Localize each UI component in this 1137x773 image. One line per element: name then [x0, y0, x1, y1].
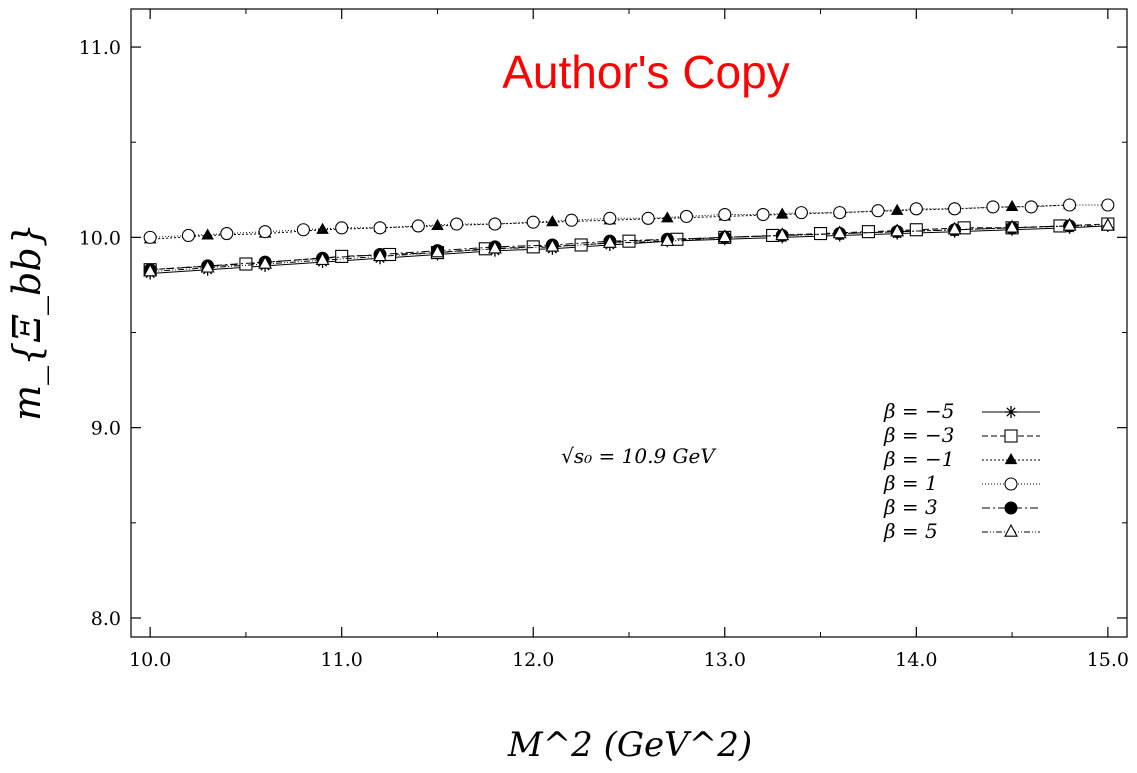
data-point-triangle	[1100, 217, 1115, 231]
data-point-square	[526, 240, 540, 254]
data-point-filled-triangle	[661, 211, 674, 223]
legend-entry-label: β = −1	[883, 447, 955, 471]
x-tick-label: 13.0	[704, 649, 746, 671]
data-point-circle	[833, 206, 847, 220]
data-point-filled-triangle	[1005, 199, 1019, 212]
y-tick-label: 8.0	[91, 608, 121, 630]
plot-area-frame	[130, 8, 1128, 638]
data-point-circle	[220, 227, 234, 241]
series-group-3	[143, 198, 1115, 244]
data-point-triangle	[717, 229, 732, 243]
data-point-square	[861, 225, 875, 239]
data-point-circle	[335, 221, 349, 235]
series-group-5	[143, 217, 1115, 277]
x-tick-label: 10.0	[129, 649, 171, 671]
data-point-circle	[450, 217, 464, 231]
y-tick-label: 11.0	[79, 37, 121, 59]
data-point-circle	[1101, 198, 1115, 212]
data-point-triangle	[890, 223, 905, 237]
data-point-circle	[909, 202, 923, 216]
data-point-circle	[143, 230, 157, 244]
data-point-star	[1005, 406, 1017, 418]
data-point-circle	[603, 211, 617, 225]
annotation-sqrt-s0: √s₀ = 10.9 GeV	[561, 444, 717, 468]
data-point-circle	[718, 207, 732, 222]
x-tick-label: 12.0	[512, 649, 554, 671]
data-point-circle	[1062, 198, 1077, 212]
x-tick-label: 14.0	[895, 649, 937, 671]
data-point-triangle	[143, 263, 158, 277]
data-point-triangle	[315, 252, 330, 265]
y-axis-label: m_{Ξ_bb}	[5, 223, 50, 421]
data-point-square	[622, 234, 636, 248]
data-point-circle	[871, 204, 885, 218]
data-point-circle	[258, 225, 272, 239]
data-point-circle	[679, 209, 694, 223]
data-point-triangle	[602, 234, 617, 248]
series-group-1	[143, 217, 1115, 277]
data-point-circle	[948, 202, 962, 216]
x-axis-label: M^2 (GeV^2)	[507, 725, 752, 765]
data-point-circle	[296, 223, 310, 237]
data-point-circle	[411, 219, 425, 233]
legend-entry-label: β = 5	[883, 519, 938, 543]
data-point-triangle	[660, 233, 675, 246]
data-point-circle	[794, 206, 808, 220]
data-point-square	[1004, 429, 1018, 443]
data-point-circle	[1004, 477, 1018, 491]
data-point-square	[813, 227, 828, 241]
data-point-filled-circle	[1004, 501, 1018, 515]
legend-entry-label: β = 1	[883, 471, 938, 495]
data-point-triangle	[1005, 219, 1019, 233]
data-point-triangle	[258, 255, 272, 269]
data-point-filled-triangle	[775, 207, 789, 219]
series-layer	[143, 197, 1115, 280]
y-tick-label: 9.0	[91, 418, 121, 440]
data-point-triangle	[1004, 523, 1018, 537]
y-tick-label: 10.0	[79, 227, 121, 249]
data-point-circle	[986, 200, 1000, 214]
data-point-filled-triangle	[316, 222, 329, 234]
data-point-triangle	[200, 259, 215, 273]
data-point-triangle	[832, 225, 847, 239]
data-point-circle	[641, 211, 655, 225]
legend-entry-label: β = −3	[883, 423, 955, 447]
data-point-circle	[756, 207, 770, 222]
data-point-circle	[564, 213, 579, 227]
data-point-triangle	[545, 238, 560, 252]
legend: β = −5β = −3β = −1β = 1β = 3β = 5	[883, 399, 1040, 543]
data-point-circle	[488, 217, 502, 231]
star-stroke	[1006, 407, 1016, 417]
data-point-triangle	[373, 248, 387, 262]
data-point-triangle	[775, 227, 790, 241]
data-point-filled-triangle	[1004, 452, 1018, 465]
data-point-circle	[181, 228, 196, 243]
data-point-circle	[1024, 200, 1038, 214]
data-point-square	[909, 223, 923, 237]
data-point-triangle	[1062, 217, 1077, 231]
data-point-circle	[526, 215, 540, 229]
x-tick-label: 11.0	[321, 649, 363, 671]
data-point-square	[239, 257, 253, 271]
series-line	[150, 225, 1108, 273]
data-point-triangle	[488, 240, 502, 254]
x-tick-label: 15.0	[1087, 649, 1129, 671]
watermark-text: Author's Copy	[502, 46, 789, 98]
data-point-triangle	[947, 221, 962, 235]
ticks-layer: 10.0 11.0 12.0 13.0 14.0 15.0 8.0 9.0 10.0 11.0	[79, 9, 1129, 671]
data-point-triangle	[430, 244, 445, 258]
legend-entry-label: β = 3	[883, 495, 938, 519]
data-point-circle	[373, 221, 387, 235]
legend-entry-label: β = −5	[883, 399, 955, 423]
data-point-filled-triangle	[431, 218, 444, 231]
